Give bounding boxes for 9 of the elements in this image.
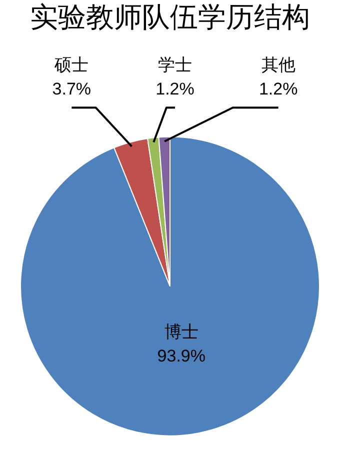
data-label: 1.2% bbox=[258, 79, 298, 98]
data-label: 1.2% bbox=[156, 79, 194, 98]
chart-title: 实验教师队伍学历结构 bbox=[30, 2, 310, 33]
data-label: 3.7% bbox=[52, 79, 92, 98]
data-label: 93.9% bbox=[157, 346, 206, 366]
slice-label: 其他 bbox=[261, 55, 296, 74]
slice-label: 硕士 bbox=[54, 55, 89, 74]
slice-label: 学士 bbox=[158, 55, 192, 74]
slice-label: 博士 bbox=[164, 322, 198, 342]
